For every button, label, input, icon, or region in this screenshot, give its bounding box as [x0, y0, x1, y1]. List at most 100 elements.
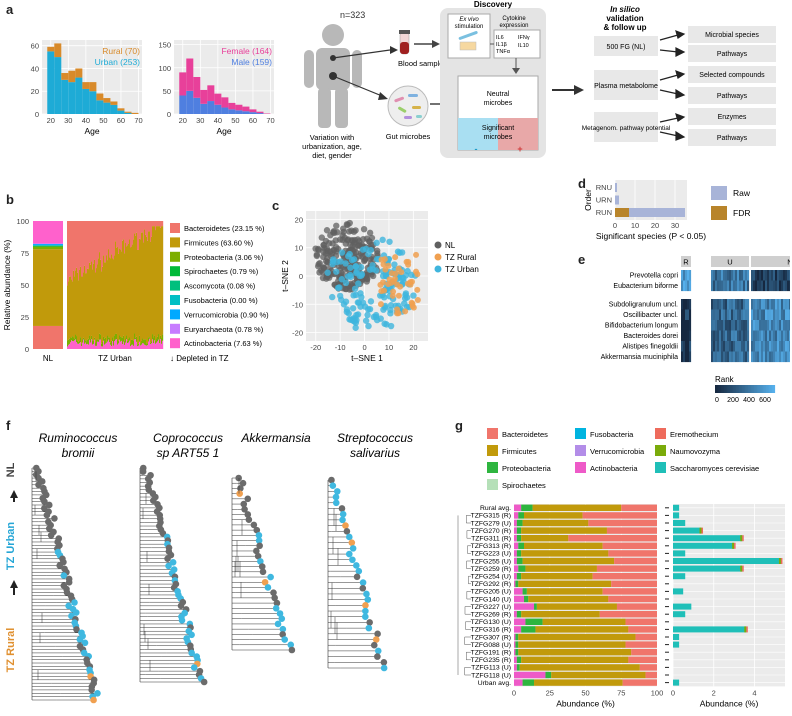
e-cell	[689, 299, 692, 310]
plus-sign: +	[517, 144, 522, 154]
b-tz-segment	[110, 221, 112, 259]
g-bar-firmicutes	[534, 679, 623, 686]
e-cell	[713, 330, 716, 342]
b-tz-segment	[97, 264, 99, 340]
c-point-nl	[351, 245, 358, 253]
b-tz-segment	[84, 265, 86, 340]
g-bar-saccharomyces	[673, 588, 684, 595]
b-tz-segment	[116, 339, 118, 349]
c-point-urban	[403, 294, 411, 301]
b-tz-segment	[124, 340, 126, 345]
d-bar-raw	[615, 195, 619, 205]
b-tz-segment	[78, 280, 80, 342]
b-tz-segment	[146, 236, 148, 344]
g-bar-bacteroidetes	[635, 633, 657, 641]
f-tip-point	[73, 626, 80, 633]
e-cell	[713, 270, 716, 281]
b-tz-segment	[150, 241, 152, 343]
e-cell	[733, 320, 736, 331]
c-xlabel: t–SNE 1	[351, 353, 383, 363]
e-cell	[729, 351, 732, 363]
b-tz-segment	[69, 338, 71, 344]
g-legend-swatch	[487, 479, 498, 490]
e-cell	[763, 351, 766, 363]
e-cell	[733, 330, 736, 342]
b-tz-segment	[67, 346, 69, 349]
g-bar-actino	[514, 573, 517, 580]
f-tip-point	[374, 653, 381, 660]
e-cell	[727, 280, 730, 292]
b-tz-segment	[123, 341, 125, 349]
e-cell	[747, 330, 750, 342]
b-tz-segment	[144, 344, 146, 349]
g-bar-proteo	[534, 603, 537, 610]
e-row-label-top: Eubacterium biforme	[613, 283, 678, 290]
e-cell	[745, 330, 748, 342]
e-legend-gradient	[773, 385, 776, 393]
e-cell	[761, 351, 764, 363]
b-tz-segment	[90, 264, 92, 339]
e-cell	[755, 320, 758, 331]
c-point-rural	[414, 286, 421, 293]
b-tz-segment	[120, 341, 122, 349]
e-cell	[685, 299, 688, 310]
c-point-nl	[316, 269, 323, 276]
c-point-urban	[333, 268, 340, 275]
e-cell	[715, 270, 718, 281]
f-tip-point	[253, 526, 261, 534]
b-tz-segment	[126, 221, 128, 247]
f-tip-point	[72, 609, 80, 616]
b-tz-segment	[94, 221, 96, 260]
b-tz-segment	[86, 221, 88, 274]
d-bar-raw	[615, 183, 617, 192]
e-cell	[779, 351, 782, 363]
b-tz-segment	[93, 221, 95, 264]
e-legend-gradient	[724, 385, 726, 393]
g-legend-swatch	[655, 462, 666, 473]
hist-bar	[235, 104, 243, 111]
b-tz-segment	[133, 345, 135, 349]
e-column-label: NL	[787, 258, 790, 267]
hist-xtick-label: 60	[117, 116, 125, 125]
f-tip-point	[363, 590, 370, 598]
hist-bar	[186, 58, 194, 91]
hist-bar	[179, 95, 187, 114]
e-cell	[789, 299, 790, 310]
g-bar-saccharomyces	[673, 535, 743, 542]
e-column-header	[711, 256, 749, 267]
g-bar-saccharomyces	[673, 512, 680, 519]
hist-bar	[256, 113, 264, 114]
e-legend-gradient	[728, 385, 731, 393]
b-tz-segment	[70, 276, 72, 338]
e-cell	[711, 270, 714, 281]
b-tz-segment	[82, 339, 84, 343]
b-tz-segment	[140, 345, 142, 349]
g-bar-bacteroidetes	[602, 542, 657, 549]
c-xtick-label: -20	[310, 343, 321, 352]
hist-bar	[256, 111, 264, 114]
c-point-nl	[321, 244, 328, 252]
g-bar-proteo	[516, 664, 520, 671]
hist-bar	[96, 93, 104, 101]
e-cell	[759, 330, 762, 342]
b-tz-segment	[110, 258, 112, 343]
g-bar-firmicutes	[519, 664, 640, 671]
hist-xlabel: Age	[216, 126, 231, 136]
e-cell	[719, 330, 722, 342]
b-tz-segment	[155, 221, 157, 231]
b-tz-segment	[79, 340, 81, 344]
g-sample-label: TZFG292 (R)	[471, 581, 511, 588]
e-cell	[727, 299, 730, 310]
e-cell	[731, 351, 734, 363]
c-point-nl	[339, 232, 346, 239]
b-tz-segment	[87, 268, 89, 340]
b-tz-segment	[113, 259, 115, 340]
e-cell	[681, 341, 684, 352]
hist-bar	[54, 57, 62, 114]
b-tz-segment	[153, 226, 155, 338]
b-tz-segment	[70, 342, 72, 349]
d-category-label: RUN	[596, 208, 612, 217]
e-cell	[783, 280, 786, 292]
g-bar-saccharomyces	[673, 634, 680, 640]
g-bar-actino	[514, 595, 525, 603]
